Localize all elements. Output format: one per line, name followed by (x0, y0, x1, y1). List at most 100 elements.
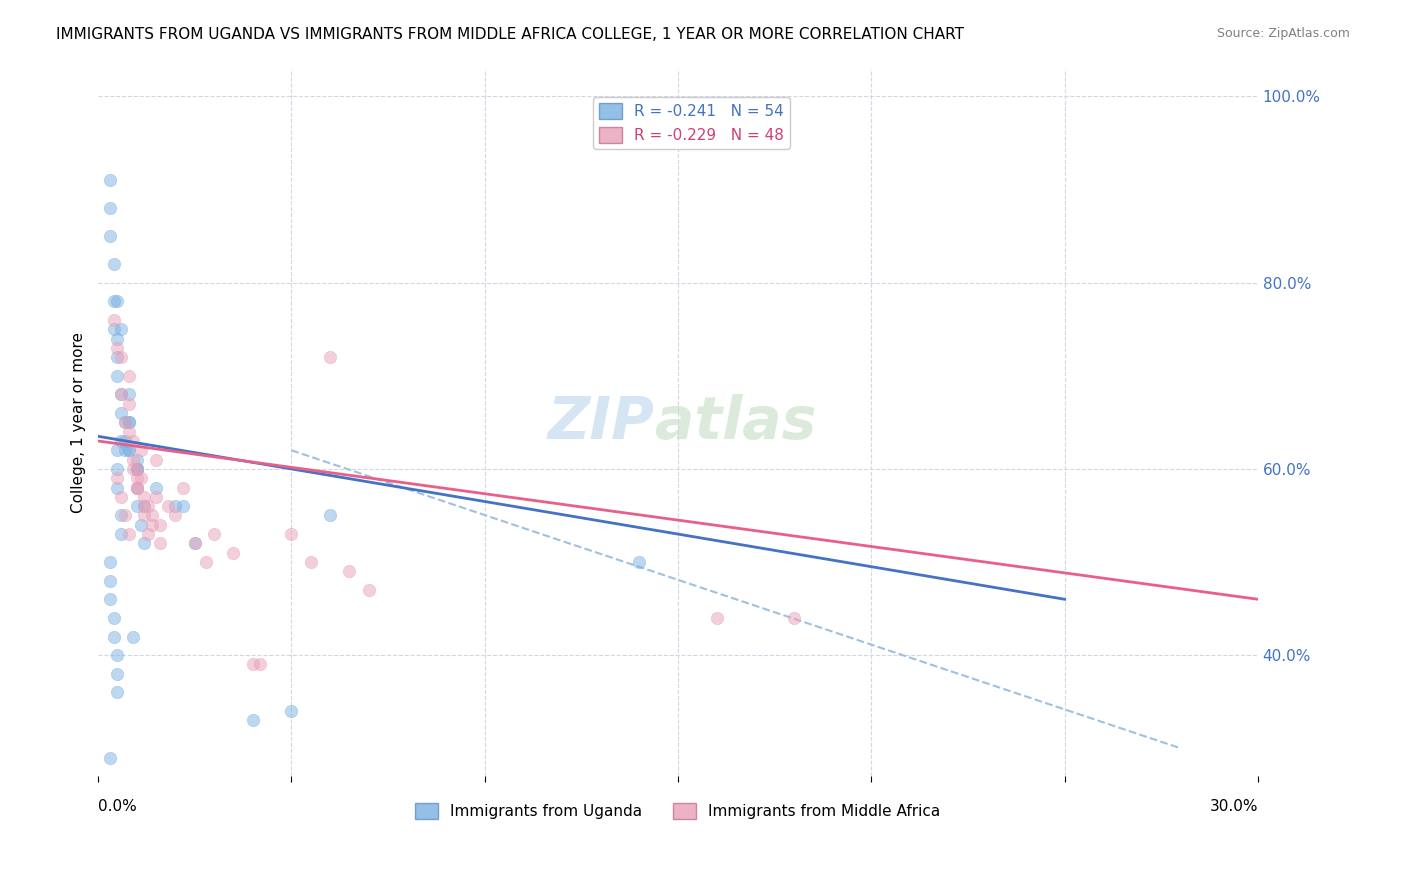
Point (156, 499, 179, 513)
Point (242, 657, 264, 672)
Point (129, 517, 152, 532)
Point (105, 685, 128, 699)
Point (141, 517, 163, 532)
Point (125, 462, 148, 476)
Point (118, 527, 141, 541)
Point (105, 462, 128, 476)
Point (105, 341, 128, 355)
Point (103, 313, 125, 327)
Point (103, 322, 125, 336)
Point (280, 527, 302, 541)
Point (125, 499, 148, 513)
Point (125, 481, 148, 495)
Point (129, 471, 152, 485)
Point (134, 490, 156, 504)
Point (105, 481, 128, 495)
Point (105, 471, 128, 485)
Text: Source: ZipAtlas.com: Source: ZipAtlas.com (1216, 27, 1350, 40)
Point (105, 443, 128, 458)
Point (118, 368, 141, 383)
Point (125, 462, 148, 476)
Point (103, 294, 125, 309)
Point (249, 657, 271, 672)
Point (136, 527, 159, 541)
Point (110, 508, 132, 523)
Point (118, 443, 141, 458)
Point (125, 452, 148, 467)
Point (165, 499, 187, 513)
Point (118, 443, 141, 458)
Point (105, 350, 128, 364)
Point (110, 350, 132, 364)
Point (110, 322, 132, 336)
Point (105, 368, 128, 383)
Point (125, 471, 148, 485)
Point (114, 415, 136, 429)
Point (165, 508, 187, 523)
Point (121, 452, 143, 467)
Y-axis label: College, 1 year or more: College, 1 year or more (72, 332, 86, 513)
Point (110, 406, 132, 420)
Point (105, 294, 128, 309)
Point (98, 555, 121, 569)
Point (149, 517, 172, 532)
Point (121, 434, 143, 448)
Text: IMMIGRANTS FROM UGANDA VS IMMIGRANTS FROM MIDDLE AFRICA COLLEGE, 1 YEAR OR MORE : IMMIGRANTS FROM UGANDA VS IMMIGRANTS FRO… (56, 27, 965, 42)
Point (129, 443, 152, 458)
Point (172, 481, 194, 495)
Point (141, 508, 163, 523)
Point (706, 611, 728, 625)
Point (134, 499, 156, 513)
Point (114, 415, 136, 429)
Point (242, 714, 264, 728)
Point (118, 387, 141, 401)
Point (149, 536, 172, 550)
Point (114, 434, 136, 448)
Point (280, 704, 302, 718)
Point (98, 201, 121, 215)
Point (183, 536, 205, 550)
Point (202, 527, 225, 541)
Point (319, 350, 342, 364)
Point (103, 630, 125, 644)
Point (125, 481, 148, 495)
Point (110, 490, 132, 504)
Point (357, 582, 380, 597)
Point (114, 443, 136, 458)
Point (98, 750, 121, 764)
Point (110, 387, 132, 401)
Point (118, 415, 141, 429)
Point (195, 555, 218, 569)
Point (118, 415, 141, 429)
Point (98, 592, 121, 607)
Point (783, 611, 806, 625)
Point (125, 462, 148, 476)
Point (110, 527, 132, 541)
Point (145, 452, 167, 467)
Text: atlas: atlas (655, 394, 815, 450)
Point (183, 536, 205, 550)
Text: ZIP: ZIP (548, 394, 655, 450)
Text: 0.0%: 0.0% (98, 799, 136, 814)
Point (125, 462, 148, 476)
Point (222, 546, 245, 560)
Point (628, 555, 651, 569)
Legend: Immigrants from Uganda, Immigrants from Middle Africa: Immigrants from Uganda, Immigrants from … (409, 797, 946, 825)
Point (103, 257, 125, 271)
Point (136, 499, 159, 513)
Point (110, 387, 132, 401)
Point (105, 332, 128, 346)
Point (145, 490, 167, 504)
Point (121, 630, 143, 644)
Point (134, 536, 156, 550)
Point (98, 173, 121, 187)
Point (98, 574, 121, 588)
Point (319, 508, 342, 523)
Point (125, 481, 148, 495)
Point (172, 499, 194, 513)
Point (105, 666, 128, 681)
Point (134, 499, 156, 513)
Point (134, 508, 156, 523)
Point (105, 648, 128, 662)
Point (98, 229, 121, 244)
